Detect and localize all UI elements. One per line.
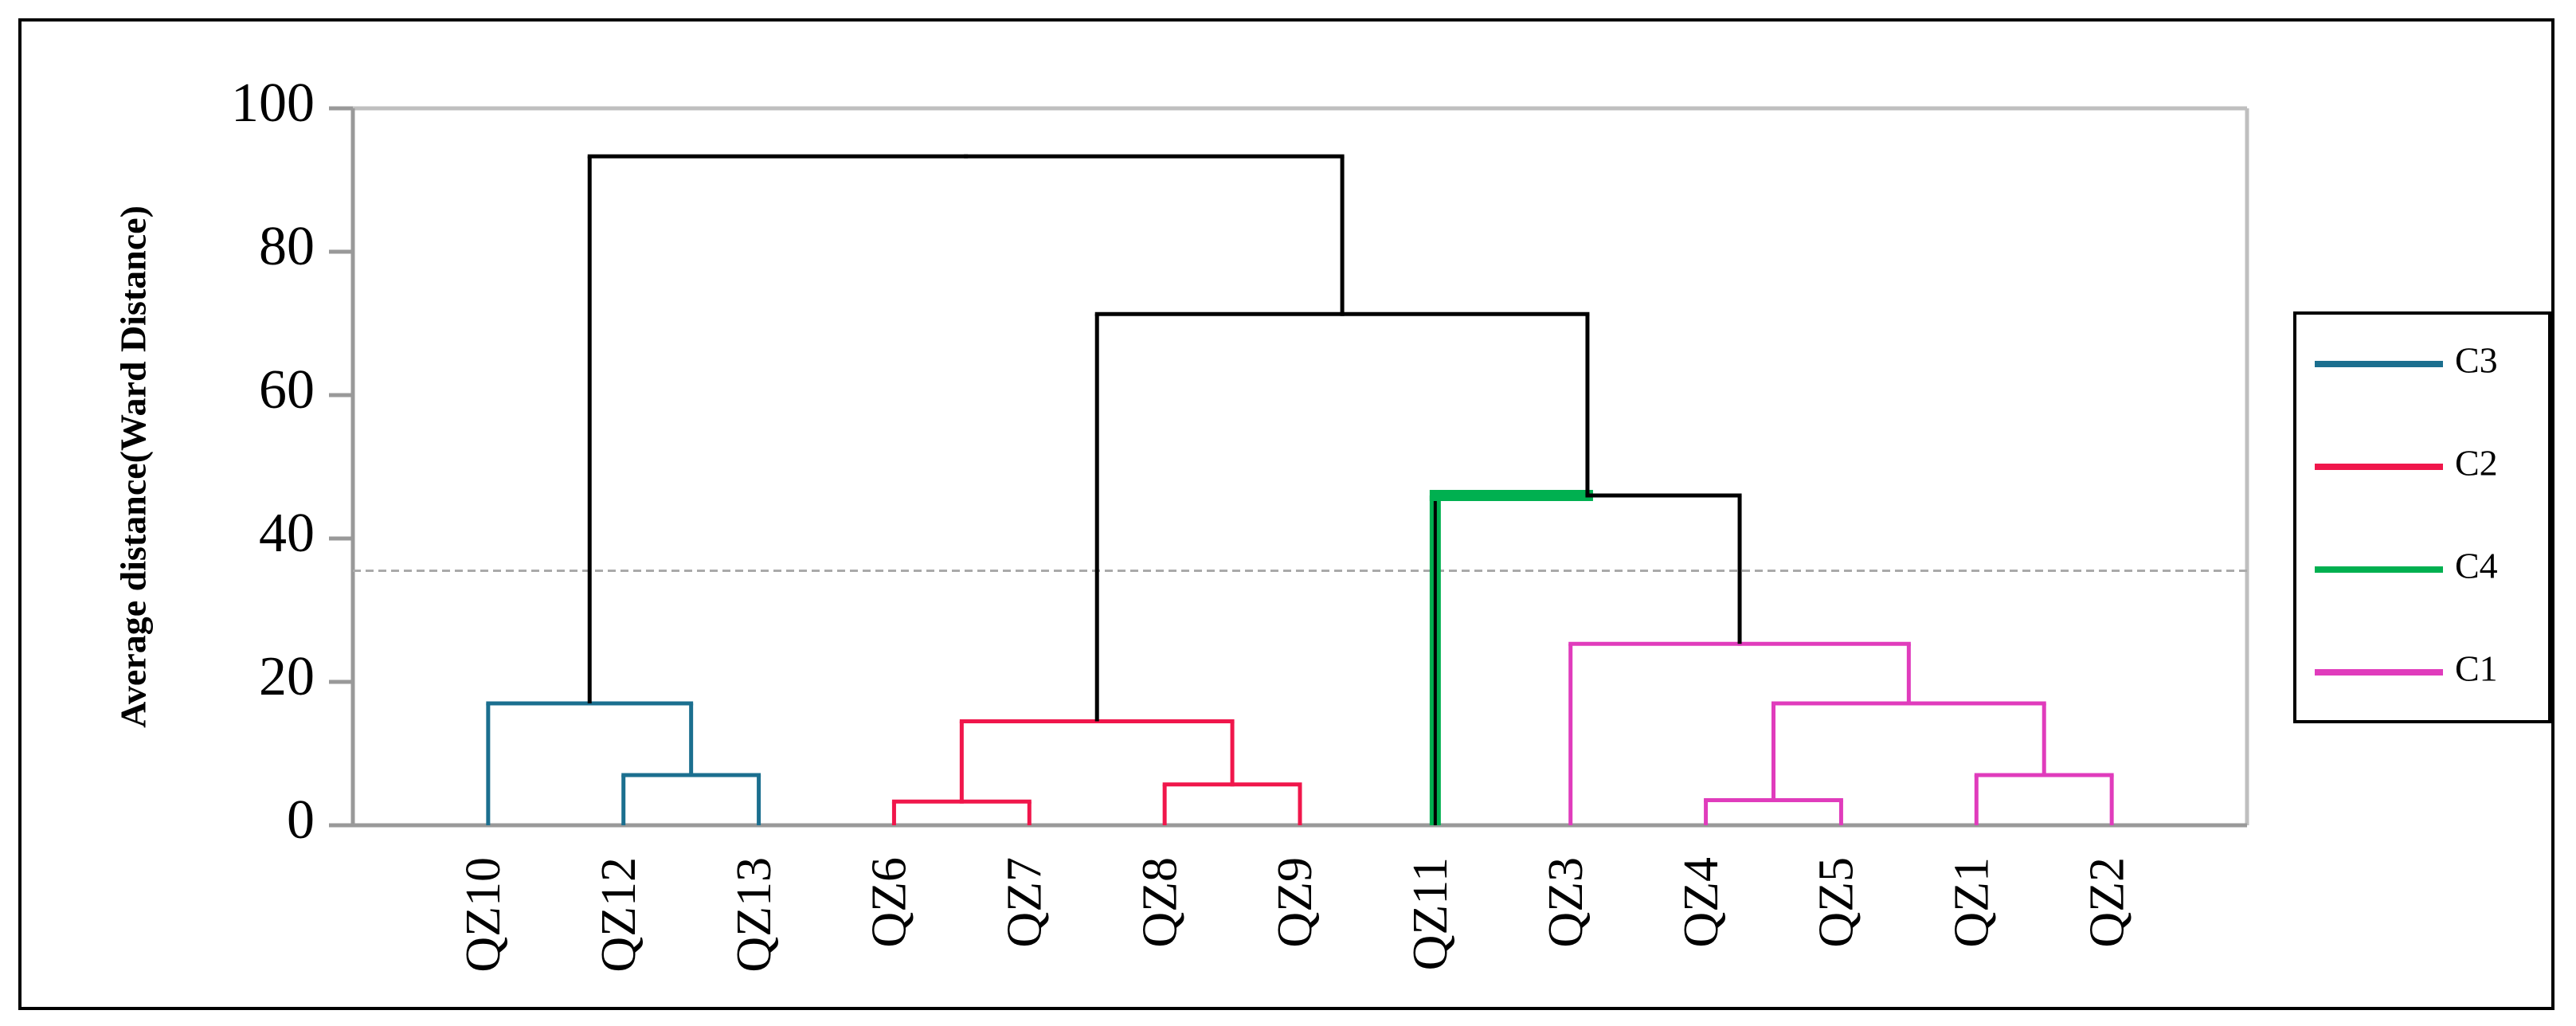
x-tick-label: QZ5 [1810, 857, 1864, 948]
x-tick-label: QZ11 [1403, 857, 1458, 970]
x-tick-label: QZ8 [1133, 857, 1187, 948]
legend-label: C3 [2455, 340, 2498, 381]
x-tick-label: QZ1 [1945, 857, 1999, 948]
legend-label: C2 [2455, 443, 2498, 484]
x-tick-label: QZ2 [2080, 857, 2134, 948]
chart-frame [18, 18, 2554, 1010]
x-tick-label: QZ6 [863, 857, 917, 948]
y-tick-label: 40 [259, 503, 315, 564]
x-tick-label: QZ7 [998, 857, 1052, 948]
y-tick-label: 60 [259, 359, 315, 421]
y-tick-label: 20 [259, 646, 315, 707]
legend-label: C4 [2455, 546, 2498, 586]
y-tick-label: 0 [287, 789, 315, 851]
x-tick-label: QZ12 [592, 857, 646, 973]
y-tick-label: 80 [259, 216, 315, 277]
legend-box [2293, 311, 2551, 723]
x-tick-label: QZ9 [1268, 857, 1322, 948]
y-axis-title: Average distance(Ward Distance) [113, 206, 154, 728]
y-tick-label: 100 [231, 72, 315, 134]
x-tick-label: QZ3 [1539, 857, 1593, 948]
x-tick-label: QZ10 [456, 857, 511, 973]
x-tick-label: QZ4 [1674, 857, 1728, 948]
legend-label: C1 [2455, 648, 2498, 689]
x-tick-label: QZ13 [727, 857, 781, 973]
